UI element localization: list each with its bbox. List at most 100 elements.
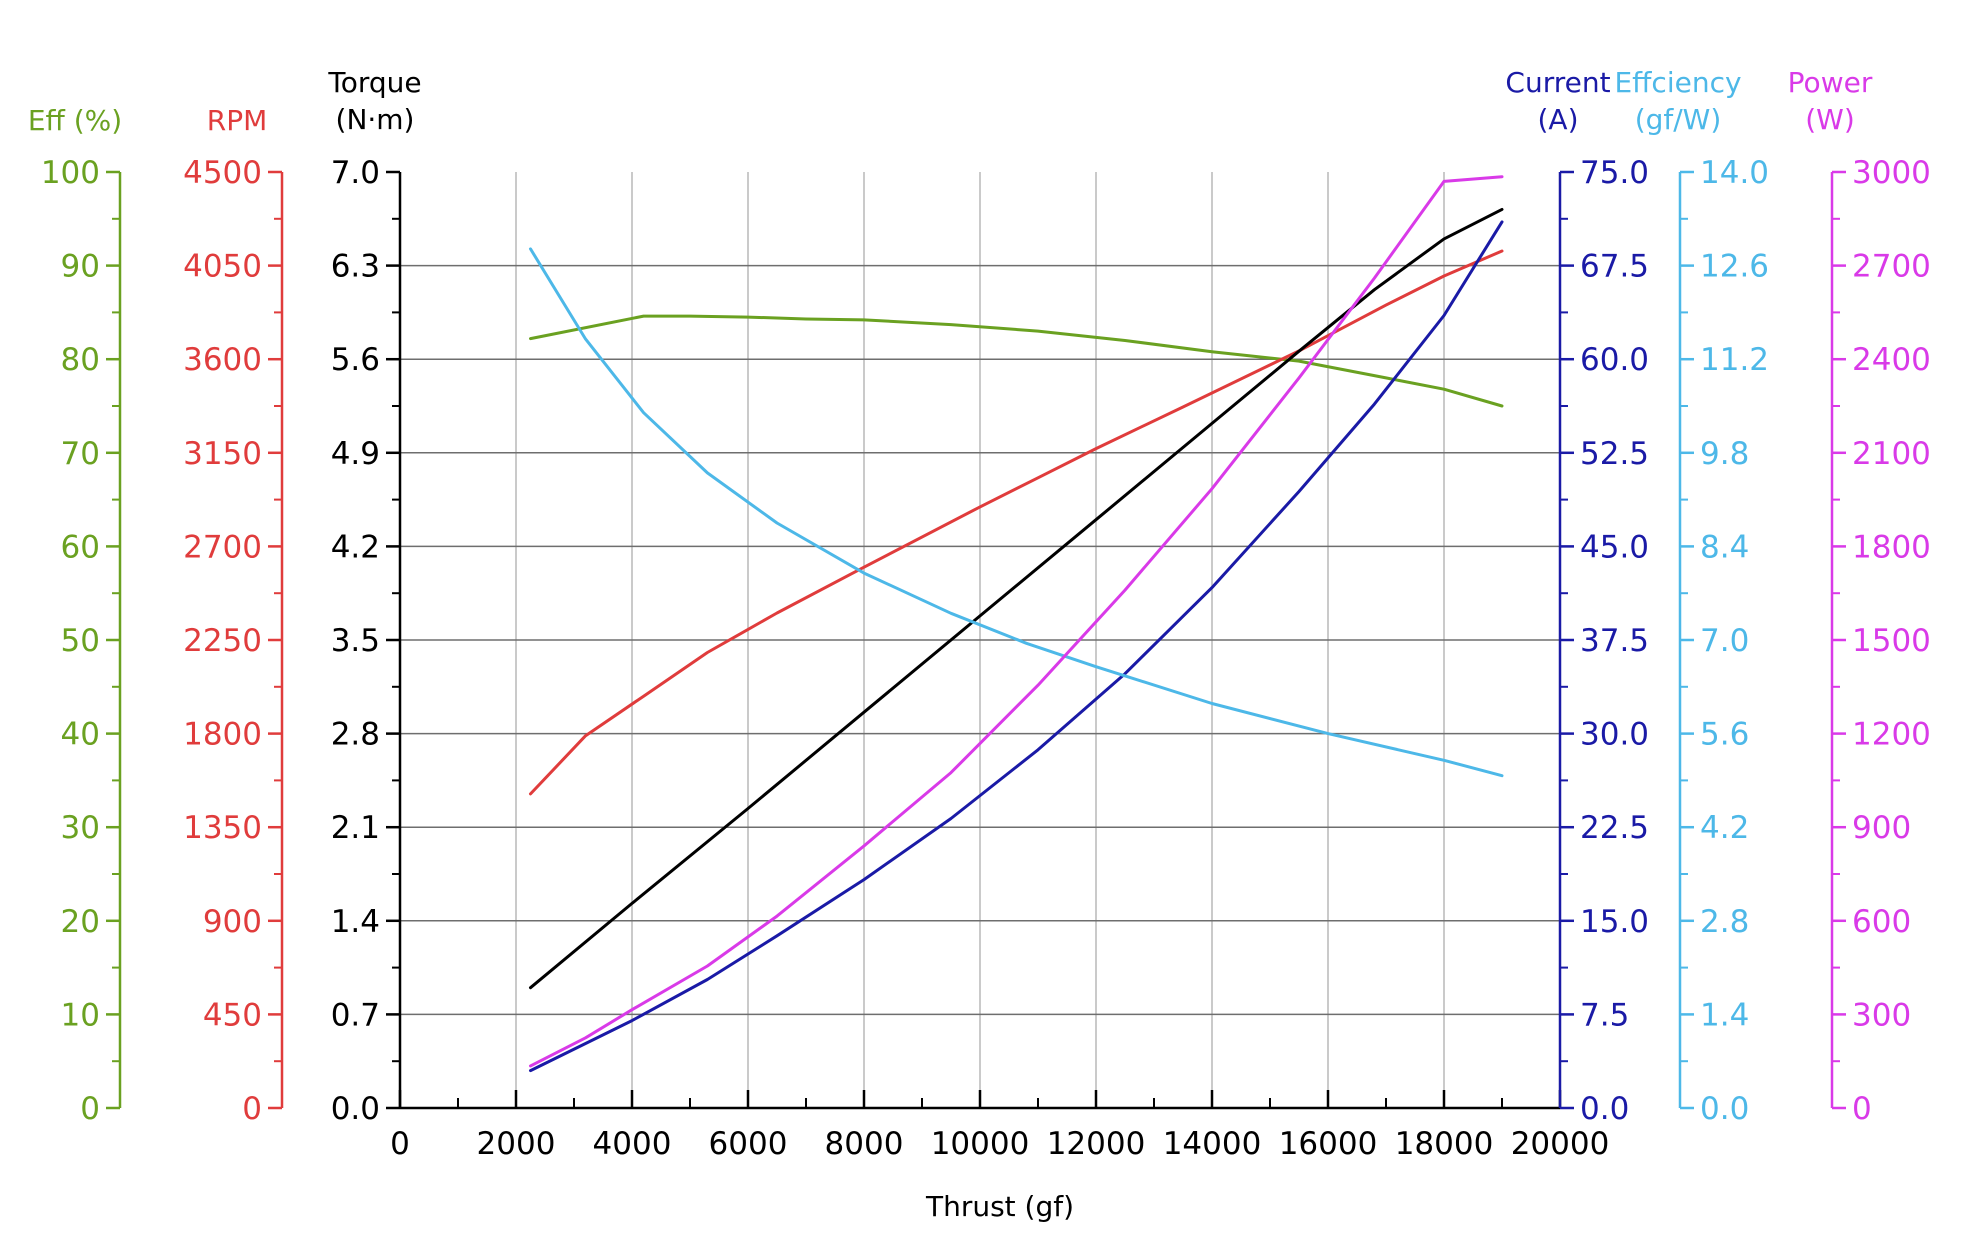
y-tick-label: 10 — [61, 997, 100, 1033]
y-axis-title: (W) — [1805, 103, 1855, 136]
y-tick-label: 40 — [61, 717, 100, 753]
y-axis-title: Eff (%) — [28, 104, 122, 137]
y-axis-title: RPM — [207, 104, 268, 137]
y-axis-torque: 0.0 0.7 1.4 2.1 2.8 3.5 4.2 4.9 5.6 6.3 7.0 Torque (… — [327, 66, 421, 1127]
y-axis-title: (A) — [1537, 103, 1578, 136]
y-tick-label: 3000 — [1852, 155, 1931, 191]
y-tick-label: 70 — [61, 436, 100, 472]
y-tick-label: 300 — [1852, 997, 1911, 1033]
y-tick-label: 5.6 — [331, 342, 380, 378]
y-tick-label: 6.3 — [331, 249, 380, 285]
y-tick-label: 11.2 — [1700, 342, 1769, 378]
y-tick-label: 8.4 — [1700, 529, 1749, 565]
y-tick-label: 80 — [61, 342, 100, 378]
y-tick-label: 30.0 — [1580, 717, 1649, 753]
series-line-current — [529, 220, 1504, 1073]
x-tick-label: 14000 — [1163, 1126, 1262, 1162]
x-axis-label: Thrust (gf) — [925, 1190, 1074, 1223]
y-tick-label: 1350 — [183, 810, 262, 846]
y-tick-label: 22.5 — [1580, 810, 1649, 846]
y-axis-title: Current — [1505, 66, 1610, 99]
y-tick-label: 0 — [242, 1091, 262, 1127]
grid — [400, 172, 1560, 1108]
y-tick-label: 60.0 — [1580, 342, 1649, 378]
x-tick-label: 16000 — [1279, 1126, 1378, 1162]
y-tick-label: 30 — [61, 810, 100, 846]
y-tick-label: 2250 — [183, 623, 262, 659]
y-axis-eff_pct: 0 10 20 30 40 50 60 70 80 90 100 Eff (%) — [28, 104, 122, 1127]
y-tick-label: 0.7 — [331, 997, 380, 1033]
y-tick-label: 900 — [1852, 810, 1911, 846]
y-tick-label: 2700 — [183, 529, 262, 565]
y-tick-label: 600 — [1852, 904, 1911, 940]
y-tick-label: 0.0 — [1580, 1091, 1629, 1127]
y-tick-label: 1800 — [183, 717, 262, 753]
y-tick-label: 0.0 — [1700, 1091, 1749, 1127]
y-tick-label: 2400 — [1852, 342, 1931, 378]
y-tick-label: 67.5 — [1580, 249, 1649, 285]
y-tick-label: 7.5 — [1580, 997, 1629, 1033]
y-tick-label: 2.1 — [331, 810, 380, 846]
y-axis-power: 0 300 600 900 1200 1500 1800 2100 2400 2700 3000 Po… — [1788, 66, 1931, 1127]
y-axis-title: Power — [1788, 66, 1873, 99]
y-tick-label: 2.8 — [331, 717, 380, 753]
y-tick-label: 450 — [203, 997, 262, 1033]
y-axis-current: 0.0 7.5 15.0 22.5 30.0 37.5 45.0 52.5 60.0 67.5 75… — [1505, 66, 1649, 1127]
y-tick-label: 1.4 — [1700, 997, 1749, 1033]
y-axis-title: Torque — [327, 66, 421, 99]
y-tick-label: 37.5 — [1580, 623, 1649, 659]
y-tick-label: 52.5 — [1580, 436, 1649, 472]
y-tick-label: 1500 — [1852, 623, 1931, 659]
y-tick-label: 2100 — [1852, 436, 1931, 472]
y-axis-title: (gf/W) — [1635, 103, 1722, 136]
y-tick-label: 1.4 — [331, 904, 380, 940]
x-tick-label: 0 — [390, 1126, 410, 1162]
series-line-torque — [529, 207, 1504, 990]
series-line-power — [529, 175, 1504, 1068]
y-tick-label: 1800 — [1852, 529, 1931, 565]
y-tick-label: 4050 — [183, 249, 262, 285]
y-tick-label: 3.5 — [331, 623, 380, 659]
y-tick-label: 9.8 — [1700, 436, 1749, 472]
x-tick-label: 10000 — [931, 1126, 1030, 1162]
y-axis-efficiency: 0.0 1.4 2.8 4.2 5.6 7.0 8.4 9.8 11.2 12.6 14.0 Effc… — [1614, 66, 1769, 1127]
series-line-efficiency — [529, 247, 1504, 778]
y-tick-label: 75.0 — [1580, 155, 1649, 191]
y-tick-label: 0 — [80, 1091, 100, 1127]
y-tick-label: 3150 — [183, 436, 262, 472]
y-tick-label: 14.0 — [1700, 155, 1769, 191]
y-tick-label: 4.2 — [331, 529, 380, 565]
y-tick-label: 100 — [41, 155, 100, 191]
y-tick-label: 45.0 — [1580, 529, 1649, 565]
y-tick-label: 60 — [61, 529, 100, 565]
y-tick-label: 1200 — [1852, 717, 1931, 753]
y-tick-label: 20 — [61, 904, 100, 940]
y-tick-label: 0.0 — [331, 1091, 380, 1127]
axes: 0 2000 4000 6000 8000 10000 12000 14000 16000 180… — [28, 66, 1931, 1162]
y-tick-label: 2.8 — [1700, 904, 1749, 940]
x-tick-label: 20000 — [1511, 1126, 1610, 1162]
y-axis-title: (N·m) — [336, 103, 415, 136]
y-tick-label: 5.6 — [1700, 717, 1749, 753]
y-tick-label: 50 — [61, 623, 100, 659]
x-tick-label: 18000 — [1395, 1126, 1494, 1162]
y-axis-rpm: 0 450 900 1350 1800 2250 2700 3150 3600 4050 4500 R… — [183, 104, 284, 1127]
y-tick-label: 3600 — [183, 342, 262, 378]
y-tick-label: 4.9 — [331, 436, 380, 472]
y-axis-title: Effciency — [1614, 66, 1741, 99]
x-tick-label: 6000 — [709, 1126, 788, 1162]
y-tick-label: 7.0 — [331, 155, 380, 191]
y-tick-label: 4500 — [183, 155, 262, 191]
y-tick-label: 0 — [1852, 1091, 1872, 1127]
series-layer — [529, 175, 1504, 1073]
y-tick-label: 12.6 — [1700, 249, 1769, 285]
x-tick-label: 2000 — [477, 1126, 556, 1162]
y-tick-label: 15.0 — [1580, 904, 1649, 940]
y-tick-label: 4.2 — [1700, 810, 1749, 846]
y-tick-label: 2700 — [1852, 249, 1931, 285]
y-tick-label: 90 — [61, 249, 100, 285]
x-tick-label: 4000 — [593, 1126, 672, 1162]
y-tick-label: 7.0 — [1700, 623, 1749, 659]
x-tick-label: 8000 — [825, 1126, 904, 1162]
